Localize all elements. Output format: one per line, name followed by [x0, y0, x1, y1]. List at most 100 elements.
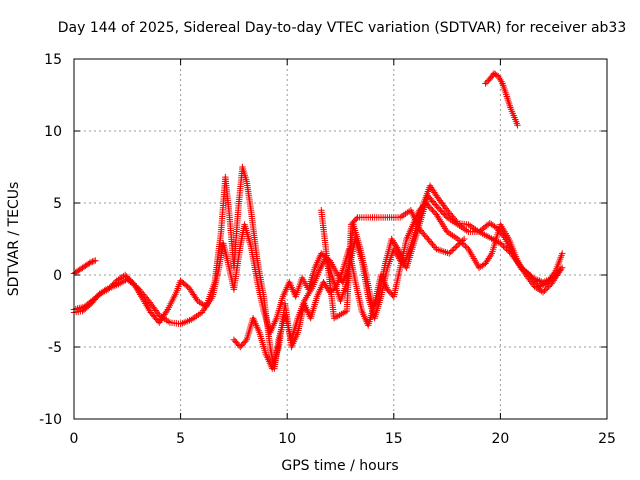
- data-point: [159, 314, 166, 321]
- data-point: [551, 275, 558, 282]
- data-point: [121, 271, 129, 279]
- data-point: [124, 274, 132, 282]
- data-point: [442, 205, 450, 212]
- y-tick-label: 0: [53, 268, 62, 284]
- y-tick-labels: -10 -5 0 5 10 15: [39, 52, 62, 428]
- data-point: [453, 218, 460, 225]
- data-point: [550, 277, 557, 284]
- data-point: [498, 241, 506, 248]
- data-point: [463, 244, 471, 251]
- data-point: [192, 294, 199, 301]
- data-point: [480, 261, 488, 268]
- data-point: [548, 280, 555, 287]
- data-point: [462, 243, 469, 250]
- data-point: [439, 209, 447, 217]
- series-t4: [230, 199, 564, 372]
- x-tick-label: 5: [176, 431, 185, 447]
- y-tick-label: -10: [39, 412, 62, 428]
- data-point: [190, 291, 197, 298]
- data-point: [92, 257, 99, 264]
- data-point: [158, 316, 165, 323]
- data-point: [447, 211, 455, 219]
- data-point: [126, 276, 133, 283]
- data-point: [500, 243, 507, 250]
- x-tick-label: 10: [278, 431, 296, 447]
- data-point: [544, 284, 551, 292]
- data-point: [454, 241, 462, 248]
- data-point: [185, 284, 193, 292]
- data-point: [539, 289, 547, 296]
- data-point: [157, 317, 164, 325]
- data-point: [193, 296, 200, 303]
- data-point: [242, 338, 249, 345]
- x-tick-label: 15: [385, 431, 403, 447]
- plot-area: [70, 70, 566, 372]
- data-point: [553, 272, 561, 279]
- data-point: [450, 215, 457, 222]
- data-point: [426, 204, 433, 211]
- chart-title: Day 144 of 2025, Sidereal Day-to-day VTE…: [58, 20, 627, 36]
- data-point: [160, 312, 167, 320]
- plot-frame: [73, 58, 608, 420]
- data-point: [107, 283, 115, 290]
- x-tick-labels: 0 5 10 15 20 25: [70, 431, 616, 447]
- data-point: [106, 284, 113, 292]
- data-point: [556, 267, 564, 274]
- data-point: [433, 202, 440, 210]
- data-point: [460, 235, 468, 243]
- data-point: [123, 273, 130, 280]
- data-point: [86, 259, 93, 267]
- data-point: [154, 310, 162, 317]
- data-point: [104, 286, 112, 293]
- data-point: [446, 250, 453, 257]
- data-point: [456, 240, 463, 247]
- data-point: [449, 213, 456, 220]
- data-point: [559, 250, 566, 257]
- data-point: [162, 309, 169, 316]
- data-point: [86, 301, 93, 309]
- data-point: [554, 270, 562, 278]
- data-point: [545, 283, 552, 290]
- data-point: [542, 286, 550, 293]
- data-point: [110, 280, 117, 287]
- data-point: [549, 278, 556, 286]
- data-point: [514, 122, 521, 129]
- data-point: [460, 241, 468, 248]
- series-t3: [70, 257, 99, 277]
- data-point: [191, 292, 198, 300]
- data-point: [423, 201, 431, 208]
- grid-lines: [74, 59, 607, 419]
- data-point: [452, 244, 459, 251]
- data-point: [437, 207, 444, 214]
- data-point: [427, 205, 435, 212]
- data-point: [430, 208, 437, 215]
- data-point: [189, 289, 196, 297]
- data-point: [450, 245, 457, 253]
- data-point: [127, 277, 135, 284]
- data-point: [163, 307, 170, 315]
- data-point: [445, 208, 452, 216]
- y-tick-label: 15: [44, 52, 62, 68]
- data-point: [459, 237, 466, 244]
- data-point: [497, 240, 504, 247]
- data-point: [441, 211, 448, 218]
- y-axis-label: SDTVAR / TECUs: [6, 182, 22, 297]
- x-tick-label: 20: [491, 431, 509, 447]
- data-point: [483, 78, 491, 86]
- x-tick-label: 25: [598, 431, 616, 447]
- data-point: [453, 243, 460, 250]
- data-point: [422, 199, 429, 207]
- data-point: [434, 204, 441, 211]
- data-point: [442, 212, 449, 220]
- data-point: [443, 207, 451, 214]
- x-axis-label: GPS time / hours: [281, 458, 398, 474]
- series-t5: [482, 70, 521, 129]
- x-tick-label: 0: [70, 431, 79, 447]
- series-t6: [318, 207, 468, 322]
- data-point: [447, 248, 454, 256]
- data-point: [541, 287, 548, 295]
- data-point: [188, 288, 195, 295]
- y-tick-label: 10: [44, 124, 62, 140]
- data-point: [449, 247, 456, 254]
